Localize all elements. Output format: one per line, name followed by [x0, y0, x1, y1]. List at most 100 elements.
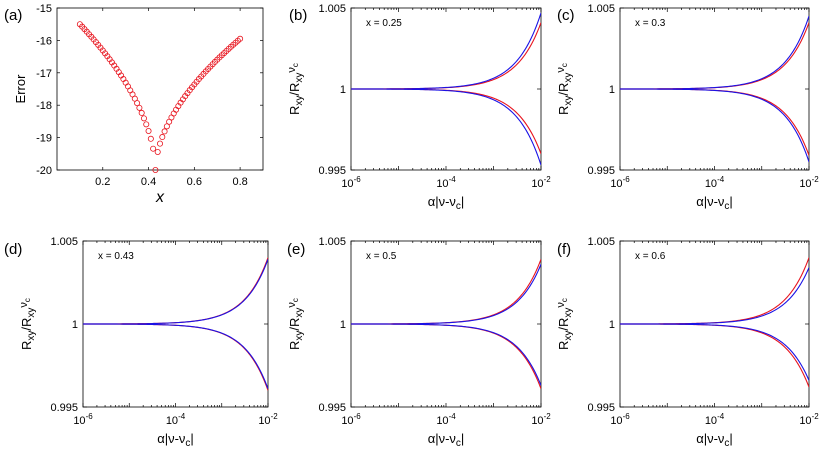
series-upper-blue: [83, 259, 268, 325]
x-tick-label: 10-6: [341, 175, 361, 190]
data-point: [136, 104, 143, 111]
x-tick-label: 0.8: [232, 176, 247, 188]
y-axis-label: Rxy/Rxyνc: [555, 298, 574, 350]
series-lower-blue: [83, 323, 268, 389]
x-tick-label: 10-4: [705, 412, 725, 427]
y-tick-label: 0.995: [587, 402, 615, 414]
x-tick-label: 10-4: [436, 412, 456, 427]
x-axis-label: α|ν-νc|: [696, 431, 733, 449]
y-axis-label: Rxy/Rxyνc: [555, 63, 574, 115]
y-axis-label: Rxy/Rxyνc: [286, 298, 305, 350]
data-point: [154, 148, 161, 155]
series-upper-red: [351, 22, 541, 90]
x-tick-label: 10-4: [166, 412, 186, 427]
y-tick-label: -17: [36, 68, 52, 80]
y-tick-label: 1.005: [50, 236, 78, 248]
panel-annotation: x = 0.43: [98, 251, 134, 262]
panel-annotation: x = 0.25: [366, 18, 402, 29]
x-tick-label: 10-6: [341, 412, 361, 427]
series-lower-red: [83, 323, 268, 391]
series-lower-blue: [351, 88, 541, 166]
series-lower-blue: [620, 88, 809, 163]
y-tick-label: 0.995: [587, 165, 615, 177]
y-tick-label: 1.005: [587, 3, 615, 15]
x-tick-label: 10-6: [73, 412, 93, 427]
x-tick-label: 10-2: [531, 412, 551, 427]
x-tick-label: 0.2: [95, 176, 110, 188]
y-axis-label: Error: [13, 74, 28, 104]
panel-annotation: x = 0.5: [366, 251, 397, 262]
y-tick-label: 1.005: [318, 3, 346, 15]
x-tick-label: 0.6: [187, 176, 202, 188]
panel-label: (f): [557, 241, 571, 258]
x-tick-label: 0.4: [141, 176, 156, 188]
series-upper-red: [351, 259, 541, 325]
y-tick-label: -15: [36, 3, 52, 15]
x-tick-label: 10-2: [799, 175, 819, 190]
panel-a: (a) 0.2 0.4 0.6 0.8 -20 -19 -18 -17 -16 -15 x Error: [4, 3, 264, 206]
series-upper-blue: [351, 264, 541, 325]
data-point: [163, 123, 170, 130]
panel-b: (b) 10-6 10-4 10-2 0.995 1 1.005 α|ν-νc| Rxy/Rxy…: [286, 3, 551, 212]
y-axis-label: Rxy/Rxyνc: [18, 298, 37, 350]
series-upper-red: [620, 22, 809, 90]
panel-annotation: x = 0.6: [635, 251, 666, 262]
y-tick-label: -16: [36, 35, 52, 47]
panel-annotation: x = 0.3: [635, 18, 666, 29]
y-tick-label: 0.995: [50, 402, 78, 414]
series-upper-red: [83, 257, 268, 325]
panel-f: (f) 10-6 10-4 10-2 0.995 1 1.005 α|ν-νc| Rxy/Rxy…: [555, 236, 819, 449]
y-tick-label: 1.005: [587, 236, 615, 248]
series-upper-red: [620, 257, 809, 325]
x-axis-label: α|ν-νc|: [696, 194, 733, 212]
series-lines: [620, 257, 809, 388]
y-tick-label: 1: [609, 319, 615, 331]
data-point: [145, 128, 152, 135]
x-axis-label: α|ν-νc|: [428, 194, 465, 212]
series-lines: [351, 12, 541, 166]
y-tick-label: 1: [340, 319, 346, 331]
x-axis-label: x: [155, 189, 165, 206]
data-point: [159, 134, 166, 141]
y-tick-label: -18: [36, 100, 52, 112]
series-markers: [76, 21, 244, 173]
plot-frame: [56, 7, 264, 171]
data-point: [134, 100, 141, 107]
series-lower-red: [351, 88, 541, 154]
series-lower-red: [620, 88, 809, 156]
x-tick-label: 10-2: [258, 412, 278, 427]
x-tick-label: 10-6: [610, 175, 630, 190]
series-lower-red: [620, 323, 809, 388]
y-tick-label: -20: [36, 165, 52, 177]
panel-d: (d) 10-6 10-4 10-2 0.995 1 1.005 α|ν-νc| Rxy/Rxy…: [4, 236, 278, 449]
panel-c: (c) 10-6 10-4 10-2 0.995 1 1.005 α|ν-νc| Rxy/Rxy…: [555, 3, 819, 212]
panel-e: (e) 10-6 10-4 10-2 0.995 1 1.005 α|ν-νc| Rxy/Rxy…: [286, 236, 551, 449]
series-lower-blue: [620, 323, 809, 381]
y-tick-label: 1.005: [318, 236, 346, 248]
series-lower-blue: [351, 323, 541, 386]
data-point: [140, 115, 147, 122]
x-tick-label: 10-6: [610, 412, 630, 427]
y-tick-label: 0.995: [318, 402, 346, 414]
panel-label: (a): [4, 7, 22, 24]
panel-label: (b): [289, 7, 307, 24]
data-point: [124, 83, 131, 90]
x-axis-label: α|ν-νc|: [157, 431, 194, 449]
panel-label: (d): [4, 241, 22, 258]
y-tick-label: 1: [609, 84, 615, 96]
series-lines: [620, 15, 809, 163]
series-upper-blue: [620, 267, 809, 325]
data-point: [161, 128, 168, 135]
series-lines: [83, 257, 268, 391]
panel-label: (c): [557, 7, 575, 24]
data-point: [150, 145, 157, 152]
x-tick-label: 10-4: [705, 175, 725, 190]
y-tick-label: 1: [72, 319, 78, 331]
x-axis-label: α|ν-νc|: [428, 431, 465, 449]
data-point: [147, 135, 154, 142]
y-tick-label: 0.995: [318, 165, 346, 177]
x-tick-label: 10-2: [799, 412, 819, 427]
data-point: [138, 109, 145, 116]
y-axis-label: Rxy/Rxyνc: [286, 63, 305, 115]
